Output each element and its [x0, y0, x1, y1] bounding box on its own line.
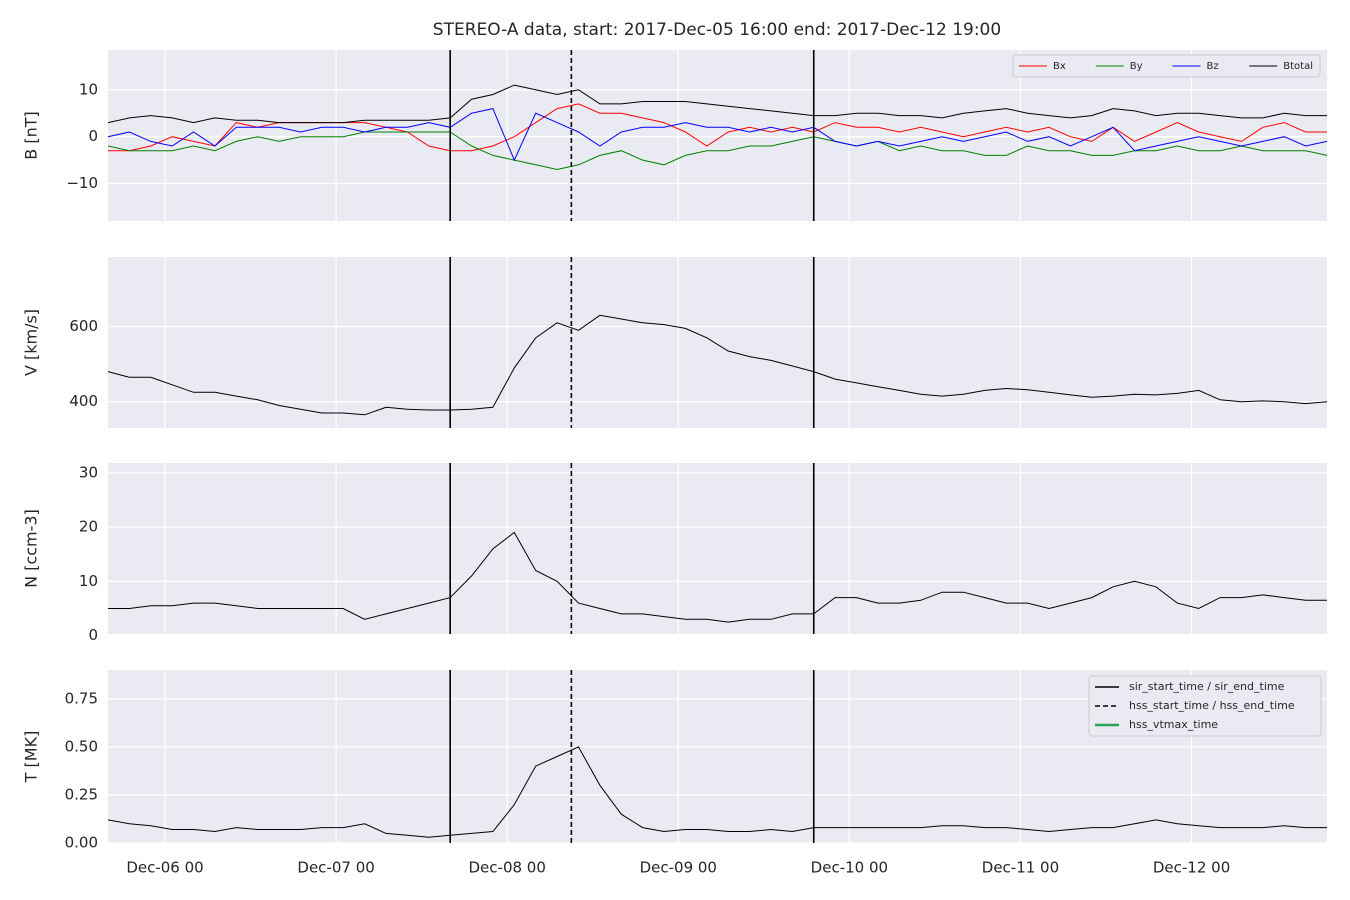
- y-tick-label: 0.50: [65, 737, 98, 755]
- legend-label: Bz: [1207, 61, 1219, 72]
- plot-background: [108, 463, 1327, 634]
- y-tick-label: 30: [79, 463, 98, 481]
- legend-label: hss_vtmax_time: [1129, 718, 1218, 731]
- data-line: [108, 84, 1327, 124]
- x-tick-label: Dec-09 00: [640, 859, 717, 877]
- y-tick-label: 0.25: [65, 785, 98, 803]
- y-tick-label: 10: [79, 80, 98, 98]
- legend-label: Btotal: [1283, 61, 1313, 72]
- plot-background: [108, 257, 1327, 428]
- data-line: [108, 531, 1327, 623]
- y-tick-label: 20: [79, 518, 98, 536]
- y-tick-label: 0: [88, 626, 98, 644]
- legend-label: Bx: [1053, 61, 1066, 72]
- y-tick-label: 0: [88, 127, 98, 145]
- y-axis-label: V [km/s]: [22, 309, 41, 376]
- y-tick-label: 400: [69, 392, 98, 410]
- x-tick-label: Dec-08 00: [469, 859, 546, 877]
- data-line: [108, 314, 1327, 416]
- y-axis-label: N [ccm-3]: [22, 509, 41, 588]
- data-line: [108, 108, 1327, 162]
- legend-box: [1012, 54, 1321, 78]
- legend-label: sir_start_time / sir_end_time: [1129, 680, 1285, 693]
- legend-label: hss_start_time / hss_end_time: [1129, 699, 1295, 712]
- x-tick-label: Dec-10 00: [811, 859, 888, 877]
- data-line: [108, 746, 1327, 838]
- legend-box: [1088, 675, 1322, 737]
- y-tick-label: 10: [79, 572, 98, 590]
- y-tick-label: 600: [69, 317, 98, 335]
- plot-background: [108, 50, 1327, 221]
- chart-title: STEREO-A data, start: 2017-Dec-05 16:00 …: [433, 20, 1001, 40]
- x-tick-label: Dec-07 00: [297, 859, 374, 877]
- y-tick-label: 0.00: [65, 834, 98, 852]
- y-tick-label: −10: [66, 174, 98, 192]
- y-axis-label: B [nT]: [22, 111, 41, 159]
- x-tick-label: Dec-12 00: [1153, 859, 1230, 877]
- legend-label: By: [1130, 61, 1143, 72]
- x-tick-label: Dec-06 00: [126, 859, 203, 877]
- data-line: [108, 131, 1327, 171]
- x-tick-label: Dec-11 00: [982, 859, 1059, 877]
- y-tick-label: 0.75: [65, 689, 98, 707]
- y-axis-label: T [MK]: [22, 731, 41, 784]
